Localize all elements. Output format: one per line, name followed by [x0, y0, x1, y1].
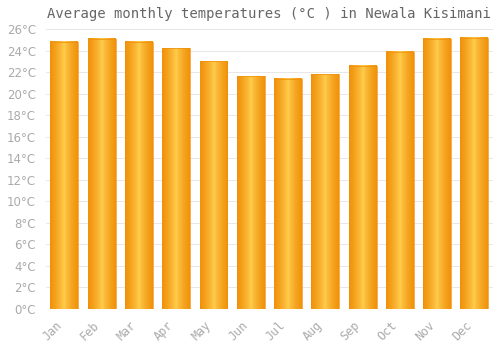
Title: Average monthly temperatures (°C ) in Newala Kisimani: Average monthly temperatures (°C ) in Ne…	[48, 7, 492, 21]
